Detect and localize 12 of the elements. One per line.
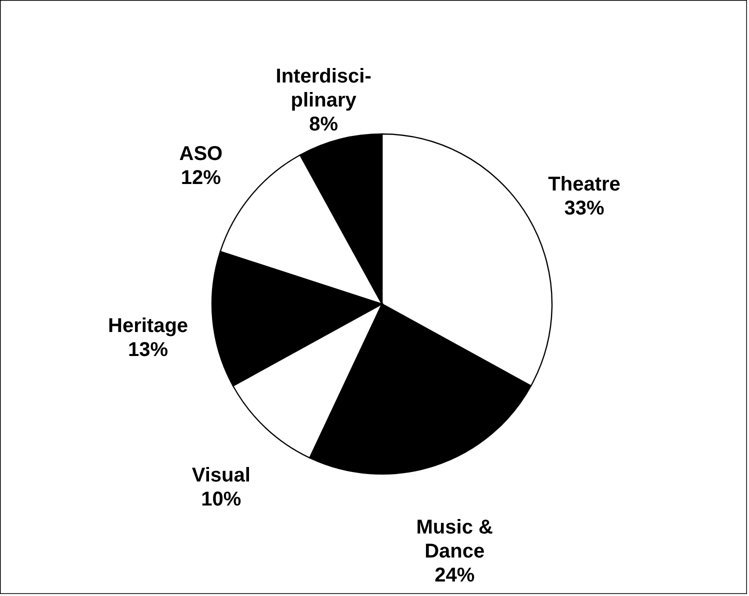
data-label: 13% — [128, 339, 168, 362]
slice-label: Music & Dance — [416, 516, 493, 562]
data-label: 33% — [564, 197, 605, 220]
data-label: 12% — [180, 167, 222, 190]
slice-label: Theatre — [548, 173, 620, 196]
data-label: 10% — [201, 488, 242, 510]
slice-label: Interdisci- plinary — [276, 65, 372, 112]
data-label: 24% — [434, 564, 475, 586]
slice-label: ASO — [179, 143, 223, 166]
slice-label: Heritage — [108, 315, 188, 338]
slice-label: Visual — [192, 464, 250, 486]
data-label: 8% — [309, 113, 338, 136]
